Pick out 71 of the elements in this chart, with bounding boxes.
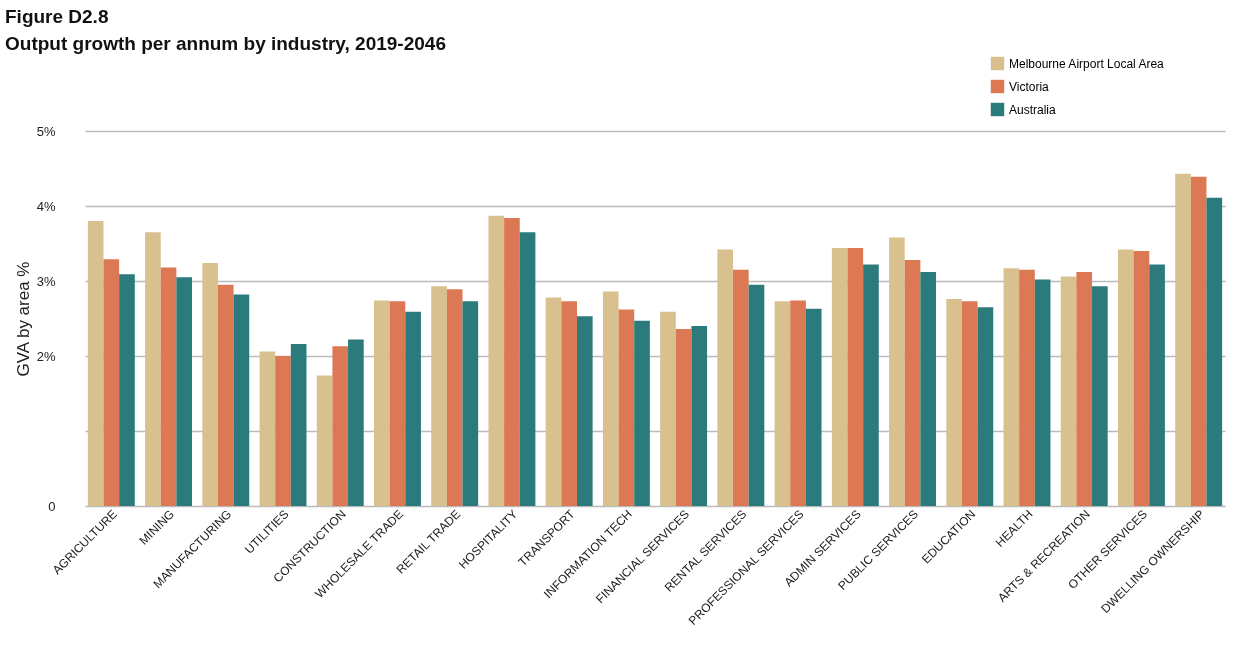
legend-label: Melbourne Airport Local Area bbox=[1009, 56, 1165, 71]
bar bbox=[119, 274, 135, 506]
bar bbox=[389, 301, 406, 506]
bar bbox=[233, 294, 250, 506]
legend-label: Australia bbox=[1009, 102, 1057, 117]
bar bbox=[1190, 176, 1207, 506]
bar bbox=[561, 301, 577, 506]
chart-title: Figure D2.8 bbox=[5, 6, 109, 27]
bar bbox=[431, 286, 447, 506]
bar bbox=[805, 308, 822, 506]
bar bbox=[1175, 173, 1191, 506]
y-tick-label: 0 bbox=[48, 498, 56, 514]
bar bbox=[1133, 251, 1150, 506]
bar bbox=[1076, 272, 1093, 506]
bar bbox=[488, 215, 505, 506]
bar bbox=[87, 221, 104, 506]
bar bbox=[748, 284, 765, 506]
bar bbox=[946, 299, 962, 506]
bar bbox=[1034, 279, 1051, 506]
bar bbox=[1092, 286, 1108, 506]
bar bbox=[462, 301, 479, 506]
bar bbox=[519, 232, 536, 506]
bar bbox=[790, 300, 806, 506]
bar bbox=[733, 269, 749, 506]
bar bbox=[504, 218, 520, 506]
bar bbox=[316, 375, 333, 506]
bar bbox=[889, 237, 905, 506]
bar bbox=[202, 263, 218, 506]
bar bbox=[831, 248, 848, 506]
chart-subtitle: Output growth per annum by industry, 2019-2046 bbox=[5, 33, 446, 54]
bar bbox=[576, 316, 593, 506]
bar bbox=[847, 248, 864, 506]
bar bbox=[145, 232, 161, 506]
bar bbox=[774, 301, 791, 506]
bar bbox=[1117, 249, 1134, 506]
y-tick-label: 4% bbox=[36, 198, 56, 214]
bar bbox=[176, 277, 193, 506]
bar bbox=[1060, 276, 1077, 506]
y-tick-label: 3% bbox=[36, 273, 56, 289]
bar bbox=[660, 311, 676, 506]
y-axis-title: GVA by area % bbox=[13, 261, 33, 377]
y-tick-label: 5% bbox=[36, 123, 56, 139]
bar bbox=[1149, 264, 1165, 506]
bar bbox=[602, 291, 619, 506]
bar bbox=[691, 326, 708, 506]
bar bbox=[1206, 197, 1223, 506]
bar bbox=[675, 329, 692, 506]
bar bbox=[103, 259, 120, 506]
bar bbox=[961, 301, 978, 506]
bar bbox=[545, 297, 562, 506]
legend-label: Victoria bbox=[1009, 79, 1050, 94]
bar bbox=[217, 284, 234, 506]
bar bbox=[446, 289, 463, 506]
bar bbox=[717, 249, 734, 506]
bar bbox=[904, 260, 921, 506]
bar bbox=[1019, 269, 1035, 506]
bar bbox=[290, 344, 307, 506]
bar bbox=[977, 307, 994, 506]
bar bbox=[374, 300, 390, 506]
bar bbox=[348, 339, 364, 506]
bar bbox=[405, 311, 421, 506]
y-tick-label: 2% bbox=[36, 348, 56, 364]
bar bbox=[160, 267, 177, 506]
bar bbox=[259, 351, 276, 506]
bar bbox=[1003, 268, 1020, 506]
bar bbox=[332, 346, 349, 506]
bar bbox=[618, 309, 635, 506]
bar bbox=[634, 320, 650, 506]
bar bbox=[920, 272, 936, 506]
bar bbox=[275, 356, 291, 506]
bar bbox=[863, 264, 879, 506]
